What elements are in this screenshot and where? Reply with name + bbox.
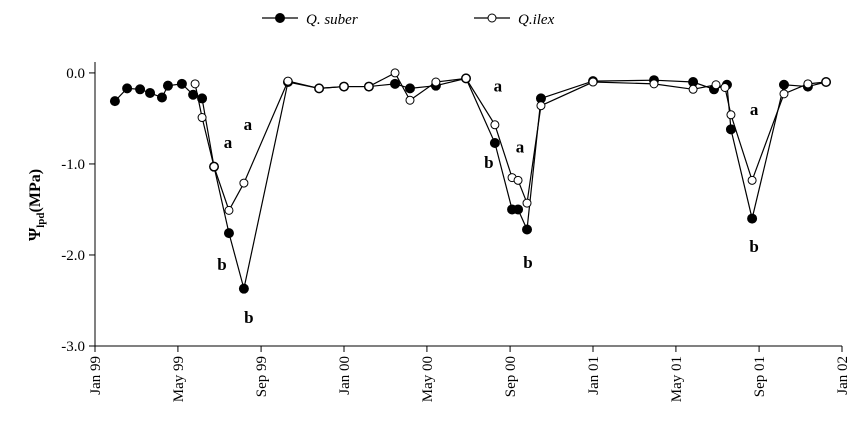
y-axis-label: Ψlpd(MPa) [25,169,47,241]
annotation: b [217,255,226,274]
data-point [821,77,831,87]
data-point [720,82,730,92]
data-point [364,82,374,92]
data-point [238,283,249,294]
x-tick-label: Sep 00 [503,356,519,397]
data-point [778,79,789,90]
data-point [405,95,415,105]
data-point [190,79,200,89]
data-point [224,205,234,215]
x-tick-label: Jan 02 [835,356,848,395]
data-point [135,84,146,95]
data-point [156,92,167,103]
x-tick-label: May 00 [420,356,436,402]
x-tick-label: Sep 01 [752,356,768,397]
annotation: a [516,138,525,157]
data-point [536,101,546,111]
data-point [339,82,349,92]
data-point [404,83,415,94]
annotation: b [523,253,532,272]
data-point [390,78,401,89]
annotation: b [244,308,253,327]
data-point [747,175,757,185]
y-label-unit: (MPa) [27,169,44,213]
x-tick-label: Jan 00 [337,356,353,395]
annotation: a [244,115,253,134]
data-point [283,76,293,86]
data-point [711,80,721,90]
x-tick-label: Jan 99 [88,356,104,395]
data-point [747,213,758,224]
data-point [109,96,120,107]
data-point [239,178,249,188]
annotation: a [494,77,503,96]
annotation: a [224,133,233,152]
data-point [390,68,400,78]
data-point [489,138,500,149]
data-point [314,83,324,93]
data-point [522,198,532,208]
annotation: a [750,100,759,119]
data-point [726,110,736,120]
data-point [461,73,471,83]
annotation: b [749,237,758,256]
data-point [688,84,698,94]
y-tick-label: 0.0 [66,66,85,82]
data-point [176,78,187,89]
y-tick-label: -2.0 [61,248,85,264]
y-label-symbol: Ψ [25,227,44,241]
data-point [513,204,524,215]
data-point [162,80,173,91]
legend-label: Q. suber [306,12,358,28]
data-point [779,89,789,99]
data-point [122,83,133,94]
data-point [145,87,156,98]
data-point [223,228,234,239]
data-point [588,77,598,87]
data-point [649,79,659,89]
annotation: b [484,153,493,172]
legend-marker [275,13,285,23]
data-point [209,162,219,172]
x-tick-label: Jan 01 [586,356,602,395]
y-label-subscript: lpd [35,212,47,227]
data-point [803,79,813,89]
y-tick-label: -1.0 [61,157,85,173]
data-point [490,120,500,130]
x-tick-label: May 99 [171,356,187,402]
data-point [522,224,533,235]
x-tick-label: Sep 99 [254,356,270,397]
x-tick-label: May 01 [669,356,685,402]
y-tick-label: -3.0 [61,339,85,355]
data-point [431,77,441,87]
legend-marker [487,13,497,23]
data-point [197,113,207,123]
series-line [194,72,827,212]
data-point [513,175,523,185]
legend-label: Q.ilex [518,12,555,28]
